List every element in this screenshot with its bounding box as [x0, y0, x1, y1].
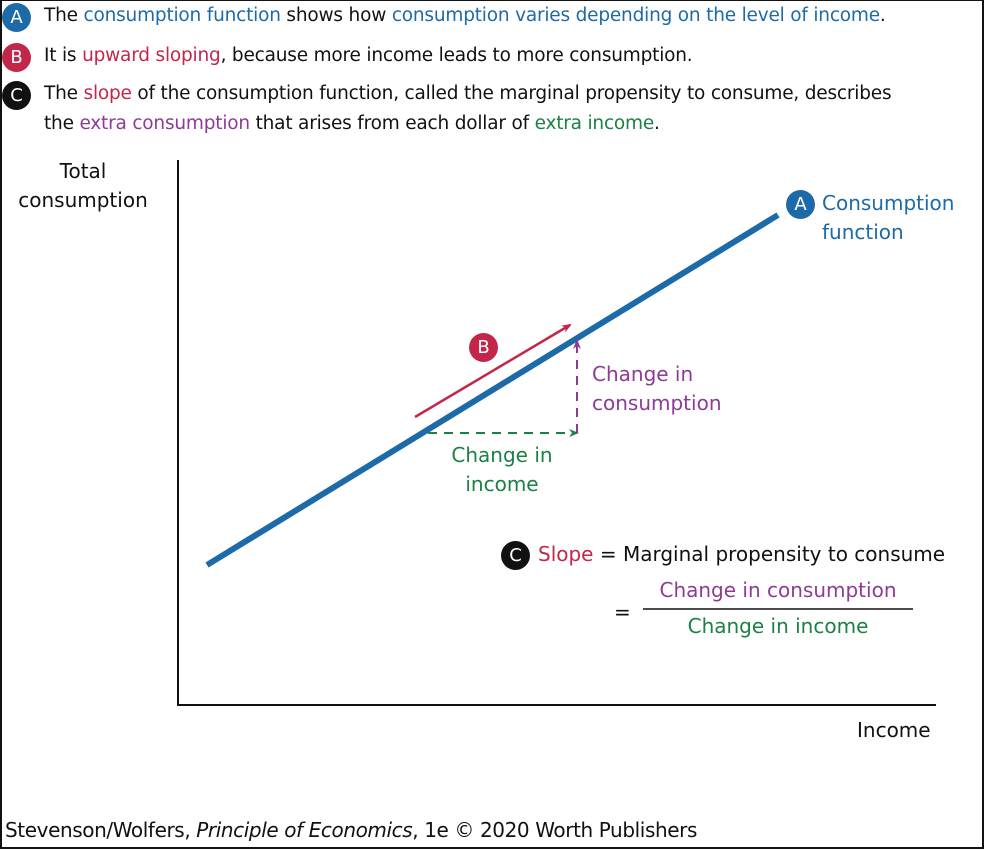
note-badge-c-icon: C: [2, 81, 31, 110]
formula-numerator: Change in consumption: [659, 578, 897, 602]
consumption-function-label-line1: Consumption: [822, 191, 955, 215]
x-axis-label: Income: [857, 718, 931, 742]
credit-prefix: Stevenson/Wolfers,: [5, 818, 197, 842]
change-in-income-line1: Change in: [451, 443, 553, 467]
note-segment: The: [44, 5, 84, 26]
formula-denominator: Change in income: [687, 614, 869, 638]
note-segment: , because more income leads to more cons…: [220, 45, 693, 66]
y-axis-label-line1: Total: [59, 159, 107, 183]
change-in-consumption-line2: consumption: [592, 391, 722, 415]
credit-line: Stevenson/Wolfers, Principle of Economic…: [5, 816, 697, 845]
note-segment: consumption varies depending on the leve…: [391, 5, 880, 26]
badge-c-icon: C: [501, 541, 530, 570]
y-axis-label-line2: consumption: [18, 188, 148, 212]
note-segment: .: [654, 113, 660, 134]
upward-slope-arrow: [414, 323, 572, 419]
note-segment: the: [44, 113, 80, 134]
change-in-income-line2: income: [465, 472, 539, 496]
consumption-function-line: [205, 212, 780, 568]
note-segment: It is: [44, 45, 83, 66]
note-segment: .: [879, 5, 886, 26]
mpc-term: = Marginal propensity to consume: [593, 542, 946, 566]
note-line: the extra consumption that arises from e…: [44, 113, 660, 134]
change-in-income-label: Change in income: [432, 441, 572, 499]
note-badge-a-icon: A: [2, 3, 31, 32]
note-segment: The: [44, 83, 84, 104]
note-line: The slope of the consumption function, c…: [44, 83, 892, 104]
consumption-function-label: Consumption function: [822, 189, 954, 247]
badge-b-icon: B: [469, 333, 498, 362]
credit-title: Principle of Economics: [196, 818, 413, 842]
consumption-function-label-line2: function: [822, 220, 904, 244]
equals-sign: =: [614, 600, 631, 624]
change-in-consumption-line1: Change in: [592, 362, 694, 386]
formula-line: Slope = Marginal propensity to consume: [538, 540, 945, 569]
note-line: It is upward sloping, because more incom…: [44, 45, 693, 66]
note-segment: extra income: [534, 113, 655, 134]
credit-suffix: , 1e © 2020 Worth Publishers: [412, 818, 697, 842]
note-segment: upward sloping: [82, 45, 221, 66]
note-segment: extra consumption: [79, 113, 250, 134]
note-segment: slope: [83, 83, 132, 104]
note-segment: shows how: [280, 5, 392, 26]
y-axis-label: Total consumption: [12, 157, 154, 215]
note-segment: of the consumption function, called the …: [131, 83, 892, 104]
slope-term: Slope: [538, 542, 594, 566]
badge-a-icon: A: [786, 190, 815, 219]
note-line: The consumption function shows how consu…: [44, 5, 886, 26]
note-segment: consumption function: [83, 5, 281, 26]
note-segment: that arises from each dollar of: [249, 113, 535, 134]
note-badge-b-icon: B: [2, 43, 31, 72]
change-in-consumption-label: Change in consumption: [592, 360, 722, 418]
